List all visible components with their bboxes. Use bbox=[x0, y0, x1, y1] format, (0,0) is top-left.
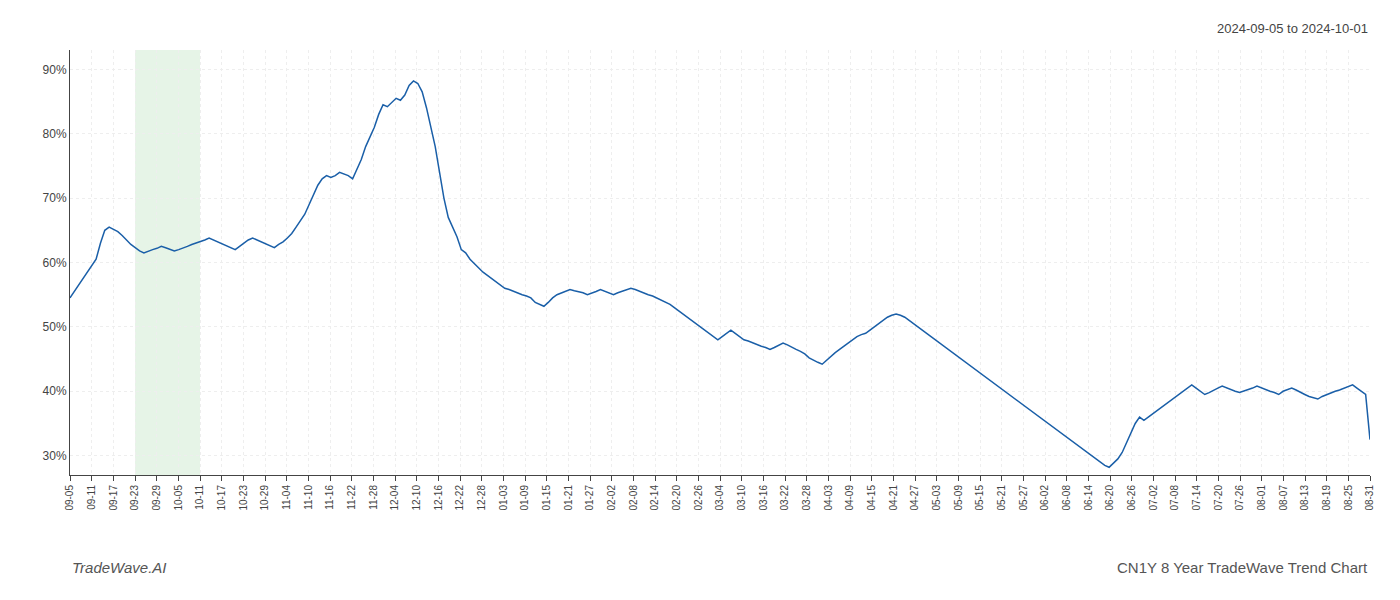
svg-text:11-16: 11-16 bbox=[324, 485, 335, 510]
svg-text:08-31: 08-31 bbox=[1364, 485, 1375, 511]
svg-text:11-22: 11-22 bbox=[346, 485, 357, 510]
svg-text:12-04: 12-04 bbox=[389, 485, 400, 511]
svg-text:05-27: 05-27 bbox=[1018, 485, 1029, 511]
svg-text:02-02: 02-02 bbox=[606, 485, 617, 511]
svg-text:09-05: 09-05 bbox=[64, 485, 75, 511]
svg-text:07-08: 07-08 bbox=[1169, 485, 1180, 511]
svg-text:11-10: 11-10 bbox=[303, 485, 314, 510]
svg-text:03-10: 03-10 bbox=[736, 485, 747, 511]
svg-text:01-09: 01-09 bbox=[519, 485, 530, 511]
svg-text:12-22: 12-22 bbox=[454, 485, 465, 511]
svg-text:06-02: 06-02 bbox=[1039, 485, 1050, 511]
svg-text:04-27: 04-27 bbox=[909, 485, 920, 511]
svg-text:10-11: 10-11 bbox=[194, 485, 205, 510]
svg-text:03-16: 03-16 bbox=[758, 485, 769, 511]
svg-text:07-26: 07-26 bbox=[1234, 485, 1245, 511]
svg-text:08-13: 08-13 bbox=[1299, 485, 1310, 511]
svg-text:09-23: 09-23 bbox=[129, 485, 140, 511]
svg-text:09-11: 09-11 bbox=[86, 485, 97, 510]
svg-text:CN1Y 8 Year TradeWave Trend Ch: CN1Y 8 Year TradeWave Trend Chart bbox=[1117, 559, 1368, 576]
svg-text:30%: 30% bbox=[43, 449, 67, 463]
svg-text:TradeWave.AI: TradeWave.AI bbox=[72, 559, 166, 576]
svg-text:10-29: 10-29 bbox=[259, 485, 270, 511]
svg-text:07-14: 07-14 bbox=[1191, 485, 1202, 511]
svg-text:08-07: 08-07 bbox=[1278, 485, 1289, 511]
svg-text:12-10: 12-10 bbox=[411, 485, 422, 511]
svg-text:03-28: 03-28 bbox=[801, 485, 812, 511]
svg-text:01-21: 01-21 bbox=[563, 485, 574, 511]
svg-text:11-04: 11-04 bbox=[281, 485, 292, 510]
svg-text:12-28: 12-28 bbox=[476, 485, 487, 511]
svg-text:03-22: 03-22 bbox=[779, 485, 790, 511]
svg-text:01-27: 01-27 bbox=[584, 485, 595, 511]
svg-text:06-14: 06-14 bbox=[1083, 485, 1094, 511]
svg-text:02-26: 02-26 bbox=[693, 485, 704, 511]
svg-text:04-21: 04-21 bbox=[888, 485, 899, 511]
svg-text:04-03: 04-03 bbox=[823, 485, 834, 511]
svg-text:70%: 70% bbox=[43, 191, 67, 205]
svg-text:01-15: 01-15 bbox=[541, 485, 552, 511]
svg-text:80%: 80% bbox=[43, 127, 67, 141]
svg-text:11-28: 11-28 bbox=[368, 485, 379, 510]
svg-text:10-05: 10-05 bbox=[173, 485, 184, 511]
svg-text:10-17: 10-17 bbox=[216, 485, 227, 511]
svg-text:10-23: 10-23 bbox=[238, 485, 249, 511]
svg-text:12-16: 12-16 bbox=[433, 485, 444, 511]
svg-text:05-15: 05-15 bbox=[974, 485, 985, 511]
svg-text:06-20: 06-20 bbox=[1104, 485, 1115, 511]
svg-text:07-02: 07-02 bbox=[1148, 485, 1159, 511]
svg-text:50%: 50% bbox=[43, 320, 67, 334]
svg-text:05-03: 05-03 bbox=[931, 485, 942, 511]
svg-text:60%: 60% bbox=[43, 256, 67, 270]
svg-text:02-14: 02-14 bbox=[649, 485, 660, 511]
svg-text:06-26: 06-26 bbox=[1126, 485, 1137, 511]
svg-text:09-29: 09-29 bbox=[151, 485, 162, 511]
svg-text:08-01: 08-01 bbox=[1256, 485, 1267, 511]
svg-text:08-19: 08-19 bbox=[1321, 485, 1332, 511]
svg-text:02-20: 02-20 bbox=[671, 485, 682, 511]
svg-text:09-17: 09-17 bbox=[108, 485, 119, 511]
svg-text:03-04: 03-04 bbox=[714, 485, 725, 511]
svg-text:40%: 40% bbox=[43, 384, 67, 398]
svg-text:90%: 90% bbox=[43, 63, 67, 77]
svg-text:05-21: 05-21 bbox=[996, 485, 1007, 511]
svg-text:08-25: 08-25 bbox=[1343, 485, 1354, 511]
svg-text:05-09: 05-09 bbox=[953, 485, 964, 511]
svg-text:04-09: 04-09 bbox=[844, 485, 855, 511]
svg-text:2024-09-05 to 2024-10-01: 2024-09-05 to 2024-10-01 bbox=[1217, 21, 1368, 36]
svg-text:01-03: 01-03 bbox=[498, 485, 509, 511]
svg-text:04-15: 04-15 bbox=[866, 485, 877, 511]
svg-text:07-20: 07-20 bbox=[1213, 485, 1224, 511]
svg-text:02-08: 02-08 bbox=[628, 485, 639, 511]
svg-text:06-08: 06-08 bbox=[1061, 485, 1072, 511]
